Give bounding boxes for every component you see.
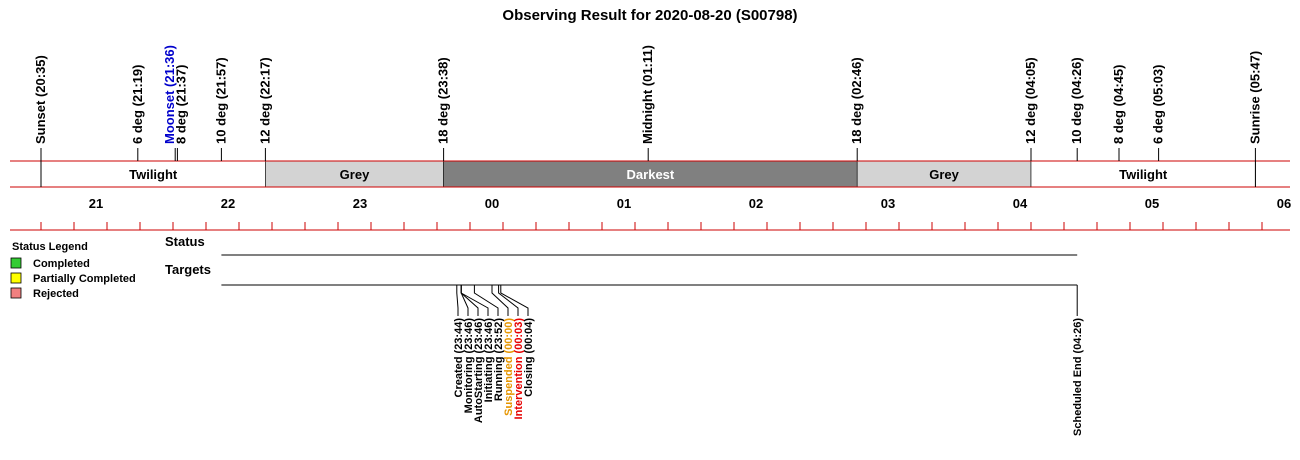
sky-band-label: Grey bbox=[340, 167, 370, 182]
sky-band-rect bbox=[265, 160, 444, 188]
status-event-leader bbox=[460, 285, 469, 316]
sky-band-label: Grey bbox=[929, 167, 959, 182]
axis-tick-label: 23 bbox=[353, 196, 367, 211]
sky-event-label: 12 deg (22:17) bbox=[257, 57, 272, 144]
sky-event-label: 8 deg (04:45) bbox=[1111, 65, 1126, 144]
axis-tick-label: 21 bbox=[89, 196, 103, 211]
legend-label: Partially Completed bbox=[33, 273, 136, 285]
status-event-leader bbox=[500, 285, 529, 316]
status-event-label: Created (23:44) bbox=[453, 318, 465, 398]
status-event-label: Initiating (23:46) bbox=[483, 318, 495, 403]
sky-event-label: 12 deg (04:05) bbox=[1023, 57, 1038, 144]
row-label-targets: Targets bbox=[165, 262, 211, 277]
status-rows: Status Targets bbox=[165, 234, 1078, 286]
status-legend: Status Legend Completed Partially Complete… bbox=[10, 241, 136, 300]
time-axis: 21 22 23 00 01 02 03 04 05 06 bbox=[10, 196, 1291, 231]
status-event-leader bbox=[498, 285, 519, 316]
sky-event-label: Sunrise (05:47) bbox=[1247, 51, 1262, 144]
status-event-leader bbox=[456, 285, 459, 316]
status-event-leader bbox=[473, 285, 499, 316]
axis-tick-label: 02 bbox=[749, 196, 763, 211]
sky-event-label: Midnight (01:11) bbox=[640, 45, 655, 144]
sky-band-rect bbox=[1030, 160, 1256, 188]
axis-tick-label: 03 bbox=[881, 196, 895, 211]
sky-event-label: 18 deg (23:38) bbox=[436, 57, 451, 144]
sky-event-label: 6 deg (05:03) bbox=[1151, 65, 1166, 144]
sky-event-label: 6 deg (21:19) bbox=[130, 65, 145, 144]
legend-title: Status Legend bbox=[12, 241, 88, 253]
sky-events: Sunset (20:35) 6 deg (21:19) Moonset (21:3… bbox=[33, 45, 1262, 187]
status-event-label: Closing (00:04) bbox=[523, 318, 535, 397]
axis-tick-label: 00 bbox=[485, 196, 499, 211]
sky-event-label: 18 deg (02:46) bbox=[849, 57, 864, 144]
axis-tick-label: 06 bbox=[1277, 196, 1291, 211]
status-event-label: AutoStarting (23:46) bbox=[473, 318, 485, 423]
status-event-label: Intervention (00:03) bbox=[513, 318, 525, 420]
sky-band-rect bbox=[856, 160, 1032, 188]
chart-title: Observing Result for 2020-08-20 (S00798) bbox=[502, 7, 797, 24]
axis-tick-label: 05 bbox=[1145, 196, 1159, 211]
legend-label: Completed bbox=[33, 258, 90, 270]
axis-tick-label: 22 bbox=[221, 196, 235, 211]
scheduled-end-label: Scheduled End (04:26) bbox=[1072, 318, 1084, 436]
status-event-label: Monitoring (23:46) bbox=[463, 318, 475, 414]
legend-swatch bbox=[10, 272, 22, 284]
sky-event-label: 8 deg (21:37) bbox=[173, 65, 188, 144]
sky-event-label: Sunset (20:35) bbox=[33, 55, 48, 144]
legend-swatch bbox=[10, 287, 22, 299]
sky-band-label: Twilight bbox=[129, 167, 178, 182]
sky-bands: Twilight Grey Darkest Grey Twilight bbox=[10, 160, 1290, 188]
status-event-label: Running (23:52) bbox=[493, 318, 505, 401]
sky-event-label: Moonset (21:36) bbox=[162, 45, 177, 144]
sky-event-label: 10 deg (21:57) bbox=[213, 57, 228, 144]
status-event-leader bbox=[491, 285, 509, 316]
sky-band-label: Twilight bbox=[1119, 167, 1168, 182]
axis-tick-label: 01 bbox=[617, 196, 631, 211]
sky-band-label: Darkest bbox=[627, 167, 675, 182]
axis-tick-label: 04 bbox=[1013, 196, 1028, 211]
status-event-leader bbox=[460, 285, 489, 316]
legend-swatch bbox=[10, 257, 22, 269]
status-event-label: Suspended (00:00) bbox=[503, 318, 515, 416]
sky-band-rect bbox=[40, 160, 266, 188]
legend-label: Rejected bbox=[33, 288, 79, 300]
sky-event-label: 10 deg (04:26) bbox=[1069, 57, 1084, 144]
row-label-status: Status bbox=[165, 234, 205, 249]
status-events: Created (23:44)Monitoring (23:46)AutoSta… bbox=[453, 285, 1084, 436]
